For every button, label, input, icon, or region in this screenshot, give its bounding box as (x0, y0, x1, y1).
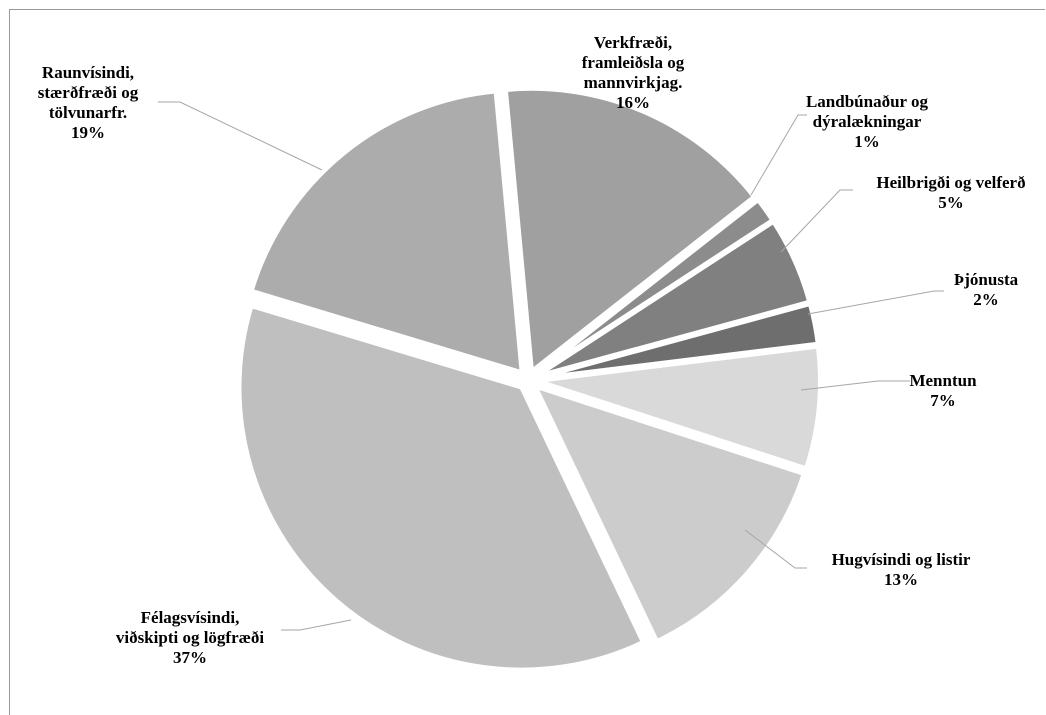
slice-percent-3: 37% (173, 648, 207, 667)
slice-category-line-4: tölvunarfr. (49, 103, 127, 122)
pie-chart: Menntun 7% Hugvísindi og listir 13% Félagsví… (38, 33, 1026, 672)
slice-label-7: Heilbrigði og velferð 5% (876, 173, 1025, 212)
slice-category-line-4: stærðfræði og (38, 83, 139, 102)
slice-category-line-5: framleiðsla og (582, 53, 685, 72)
pie-slice-4 (249, 89, 524, 375)
slice-percent-6: 1% (854, 132, 880, 151)
slice-label-5: Verkfræði, framleiðsla og mannvirkjag. 16% (582, 33, 685, 112)
slice-category-line-5: mannvirkjag. (584, 73, 683, 92)
slice-percent-2: 13% (884, 570, 918, 589)
slice-category-line-6: dýralækningar (813, 112, 922, 131)
pie-slice-3 (237, 304, 645, 672)
leader-line-3 (281, 619, 352, 631)
slice-percent-8: 2% (973, 290, 999, 309)
slice-category-line-7: Heilbrigði og velferð (876, 173, 1025, 192)
leader-line-7 (780, 189, 853, 253)
leader-line-8 (807, 290, 944, 315)
slice-category-line-3: viðskipti og lögfræði (116, 628, 265, 647)
slice-percent-1: 7% (930, 391, 956, 410)
slice-label-2: Hugvísindi og listir 13% (832, 550, 971, 589)
labels-layer: Menntun 7% Hugvísindi og listir 13% Félagsví… (38, 33, 1026, 667)
slice-label-4: Raunvísindi, stærðfræði og tölvunarfr. 19% (38, 63, 139, 142)
pie-slice-1 (535, 344, 822, 471)
leader-line-6 (750, 114, 807, 196)
slice-category-line-2: Hugvísindi og listir (832, 550, 971, 569)
pie-slice-8 (535, 302, 820, 381)
leader-lines-layer (158, 101, 944, 631)
pie-slice-2 (533, 384, 806, 644)
pie-slice-5 (503, 86, 756, 373)
leader-line-1 (800, 380, 910, 391)
slice-percent-5: 16% (616, 93, 650, 112)
pie-slice-6 (534, 198, 775, 377)
slice-percent-7: 5% (938, 193, 964, 212)
slices-layer (237, 86, 822, 672)
leader-line-4 (158, 101, 323, 171)
slice-category-line-4: Raunvísindi, (42, 63, 134, 82)
slice-label-3: Félagsvísindi, viðskipti og lögfræði 37% (116, 608, 265, 667)
chart-frame: Menntun 7% Hugvísindi og listir 13% Félagsví… (9, 9, 1045, 715)
slice-label-6: Landbúnaður og dýralækningar 1% (806, 92, 929, 151)
slice-percent-4: 19% (71, 123, 105, 142)
slice-category-line-3: Félagsvísindi, (141, 608, 240, 627)
pie-slice-7 (535, 219, 812, 378)
slice-category-line-1: Menntun (909, 371, 977, 390)
leader-line-2 (744, 529, 807, 569)
slice-category-line-6: Landbúnaður og (806, 92, 929, 111)
slice-label-1: Menntun 7% (909, 371, 977, 410)
slice-category-line-8: Þjónusta (954, 270, 1019, 289)
slice-label-8: Þjónusta 2% (954, 270, 1019, 309)
slice-category-line-5: Verkfræði, (594, 33, 672, 52)
